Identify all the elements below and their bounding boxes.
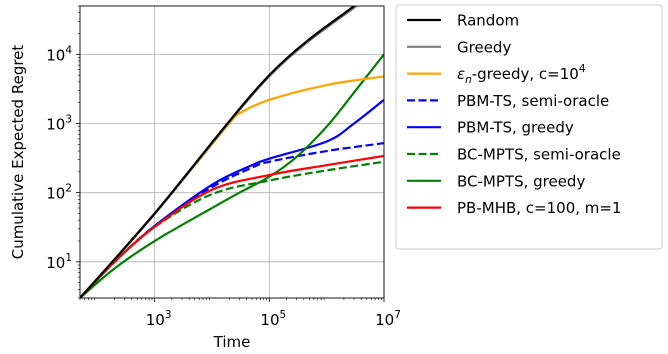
series-line-6 [80,53,384,298]
legend-label: BC-MPTS, semi-oracle [457,146,621,164]
y-tick-label: 101 [46,252,72,272]
legend-box [395,4,663,250]
y-tick-label: 104 [46,44,72,64]
series-line-3 [80,142,384,298]
series-lines [80,6,384,298]
axis-ticks: 103 105 107 101 102 103 104 [46,5,401,329]
legend-label: εn-greedy, c=104 [457,63,586,86]
x-tick-label: 103 [146,309,172,329]
y-tick-label: 102 [46,183,72,203]
series-line-0 [80,6,355,298]
x-tick-label: 107 [375,309,401,329]
series-line-4 [80,98,384,298]
x-axis-label: Time [213,333,251,351]
y-tick-label: 103 [46,114,72,134]
legend-label: PBM-TS, semi-oracle [457,92,609,110]
legend-label: Greedy [457,38,511,56]
x-tick-label: 105 [260,309,286,329]
legend-label: Random [457,12,519,30]
legend-label: PBM-TS, greedy [457,119,574,137]
grid [80,6,385,298]
legend: Random Greedy εn-greedy, c=104 PBM-TS, semi… [395,4,663,250]
legend-label: BC-MPTS, greedy [457,172,585,190]
plot-frame [79,5,385,299]
legend-label: PB-MHB, c=100, m=1 [457,199,622,217]
series-line-7 [80,154,384,298]
y-axis-label: Cumulative Expected Regret [9,45,27,260]
